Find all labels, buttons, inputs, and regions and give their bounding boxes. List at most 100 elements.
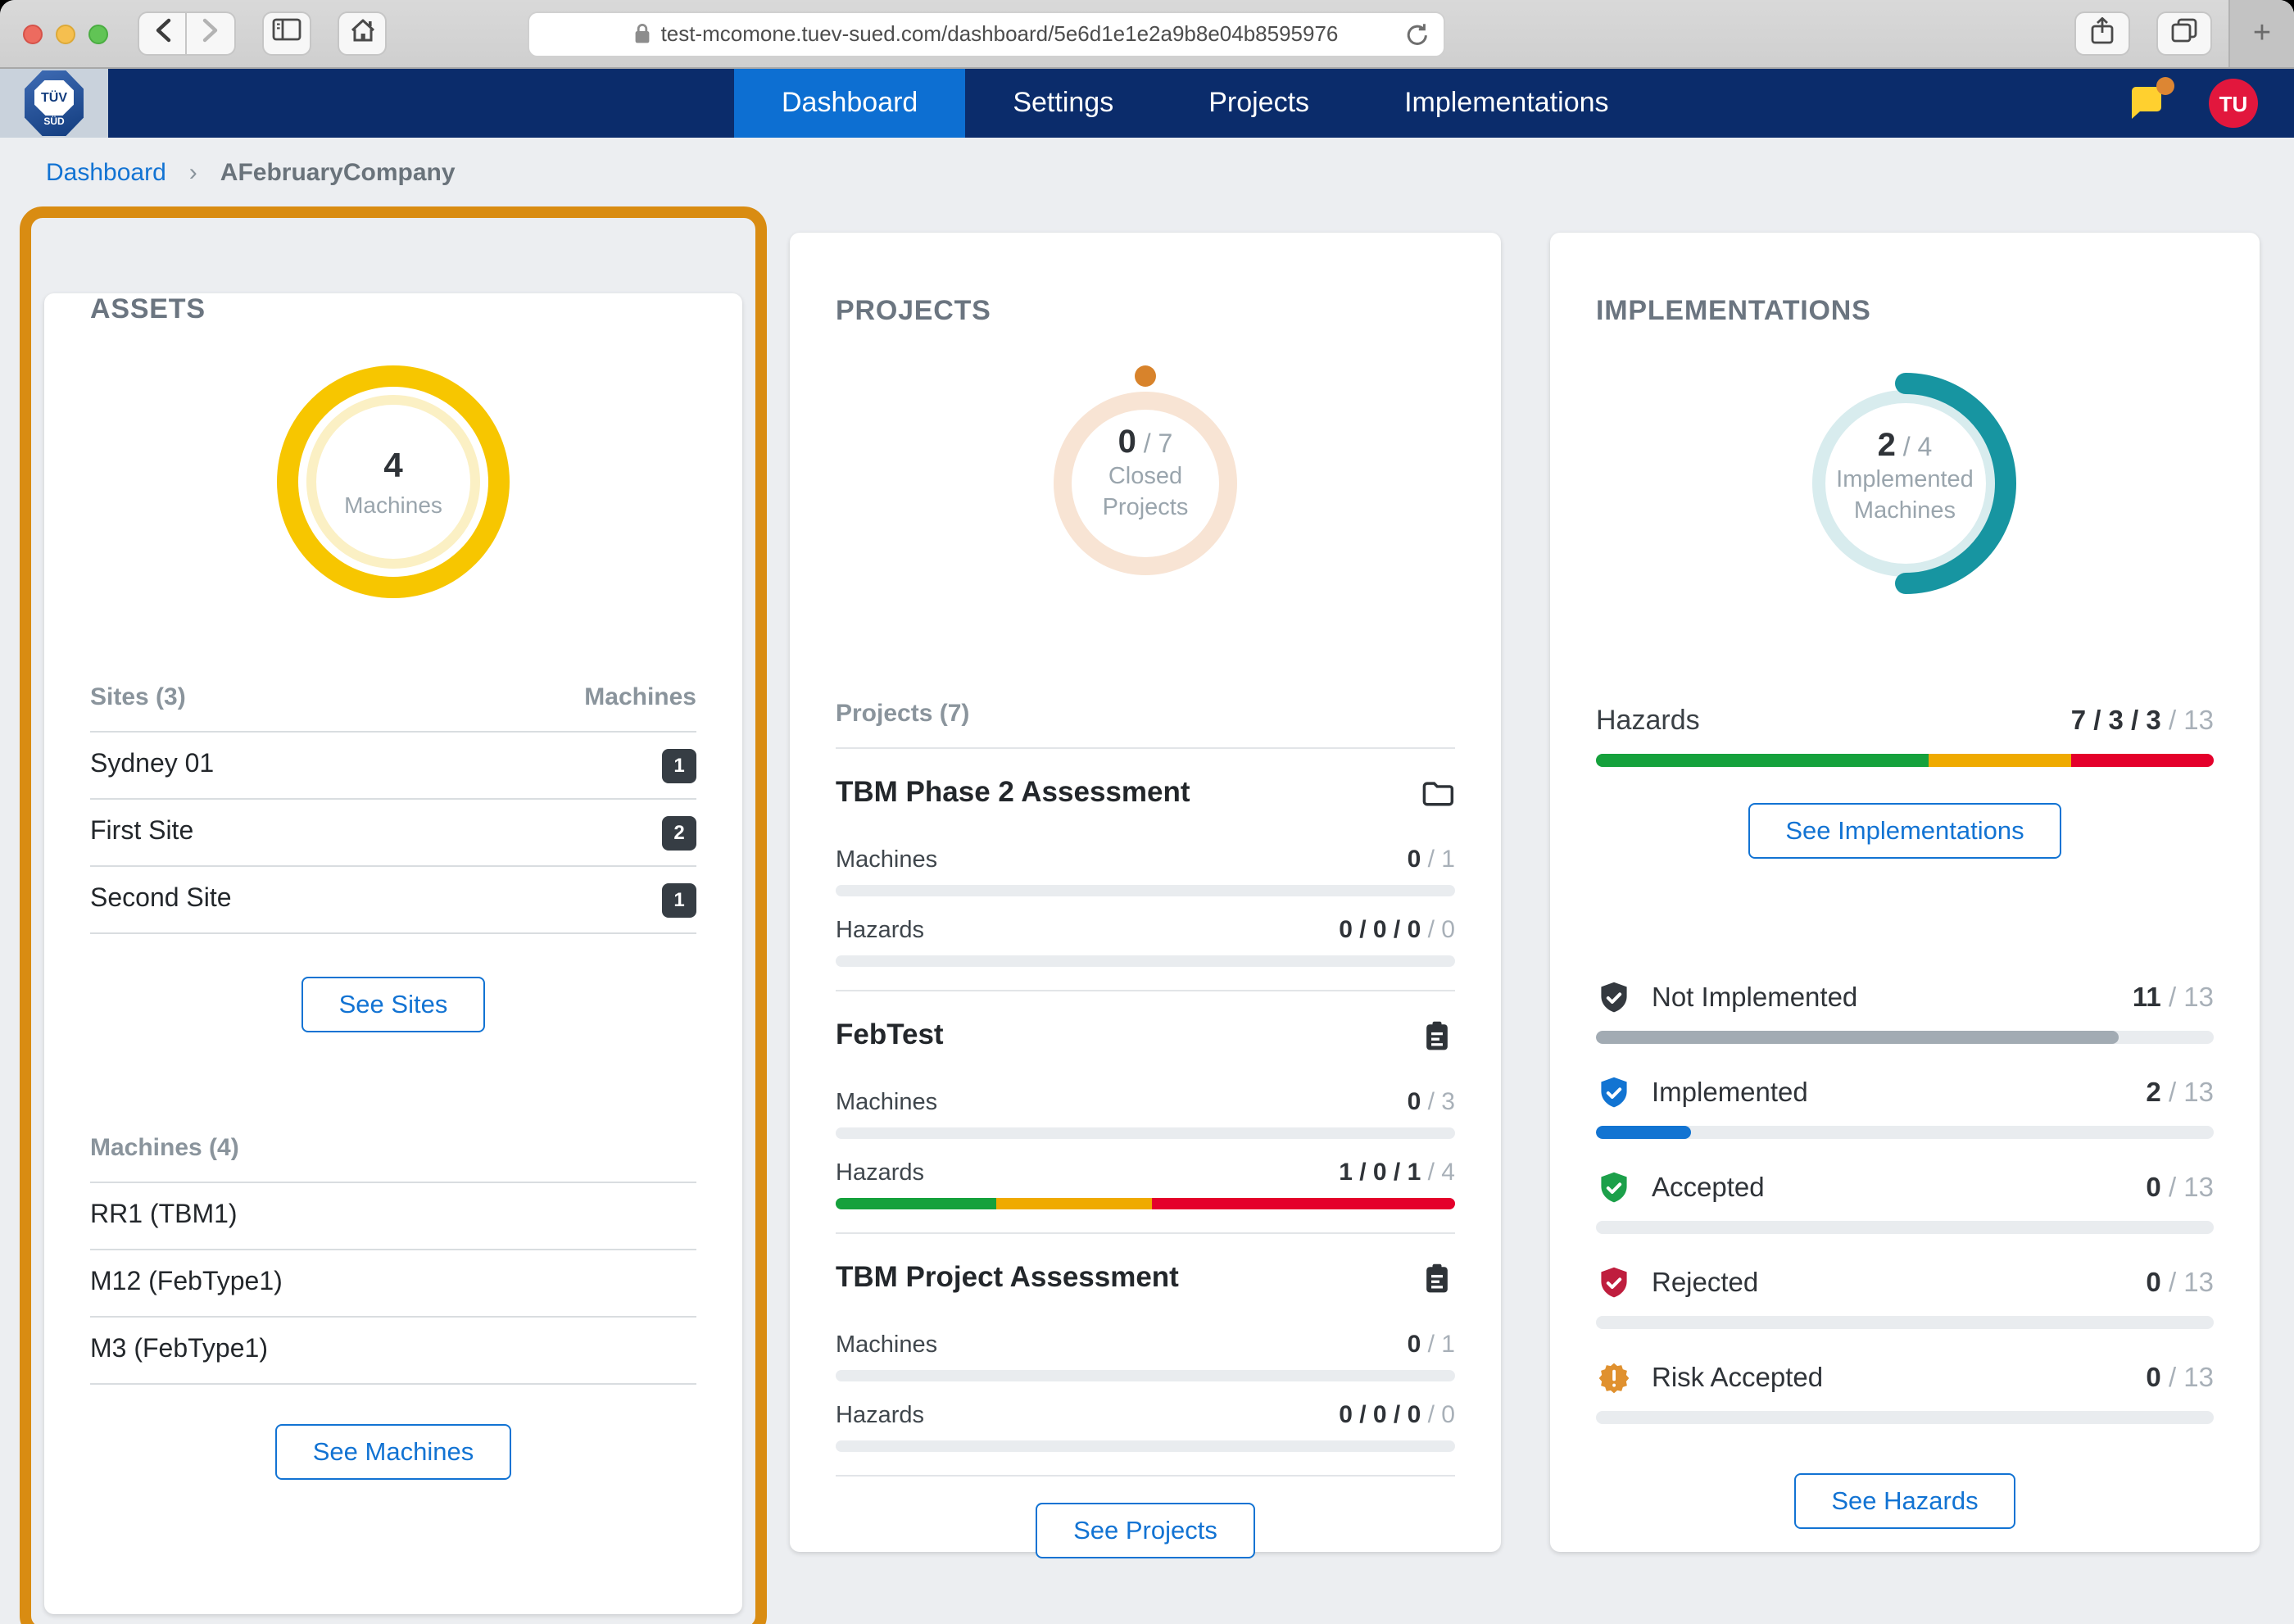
machines-metric-label: Machines [836, 1090, 938, 1116]
notifications-button[interactable] [2127, 77, 2174, 123]
see-projects-button[interactable]: See Projects [1036, 1503, 1255, 1558]
project-item[interactable]: TBM Project Assessment Machines 0 / 1 Ha… [836, 1234, 1455, 1477]
status-progress-bar [1596, 1031, 2214, 1044]
progress-dot-icon [1135, 365, 1156, 387]
tab-overview-button[interactable] [2156, 11, 2212, 56]
site-row[interactable]: Sydney 01 1 [90, 733, 696, 800]
hazards-metric-label: Hazards [836, 1160, 924, 1186]
nav-item-implementations[interactable]: Implementations [1404, 87, 1609, 118]
implementations-title: IMPLEMENTATIONS [1596, 295, 1871, 326]
forward-button[interactable] [187, 11, 236, 56]
machines-metric-label: Machines [836, 847, 938, 873]
hazards-metric-label: Hazards [836, 918, 924, 944]
share-button[interactable] [2074, 11, 2130, 56]
nav-menu: Dashboard Settings Projects Implementati… [734, 69, 1657, 138]
machine-row[interactable]: M12 (FebType1) [90, 1250, 696, 1318]
app-navbar: TÜV SÜD Dashboard Settings Projects Impl… [0, 69, 2294, 138]
status-row-risk-accepted[interactable]: Risk Accepted 0 / 13 [1596, 1360, 2214, 1424]
hazards-summary: Hazards 7 / 3 / 3 / 13 [1596, 705, 2214, 767]
shield-blue-icon [1596, 1075, 1632, 1111]
sidebar-toggle-button[interactable] [262, 11, 311, 56]
machine-row[interactable]: M3 (FebType1) [90, 1318, 696, 1385]
site-name: First Site [90, 818, 194, 846]
status-progress-bar [1596, 1126, 2214, 1139]
minimize-window-button[interactable] [56, 24, 75, 43]
risk-badge-icon [1596, 1360, 1632, 1396]
assets-highlight-outline: ASSETS 4 Machines Sites (3) Machines Syd… [20, 206, 767, 1624]
shield-dark-icon [1596, 980, 1632, 1016]
site-name: Second Site [90, 885, 232, 913]
home-button[interactable] [338, 11, 387, 56]
tuv-sued-logo[interactable]: TÜV SÜD [0, 69, 108, 138]
tuv-logo-octagon: TÜV SÜD [25, 70, 84, 136]
hazards-severity-bar [836, 1440, 1455, 1452]
close-window-button[interactable] [23, 24, 43, 43]
tabs-icon [2171, 17, 2197, 50]
sites-machines-column-header: Machines [584, 683, 696, 711]
status-row-implemented[interactable]: Implemented 2 / 13 [1596, 1075, 2214, 1139]
nav-item-dashboard[interactable]: Dashboard [734, 69, 966, 138]
assets-title: ASSETS [90, 293, 206, 324]
machines-metric-label: Machines [836, 1332, 938, 1359]
site-row[interactable]: First Site 2 [90, 800, 696, 867]
machine-name: RR1 (TBM1) [90, 1201, 238, 1229]
machines-section: Machines (4) RR1 (TBM1) M12 (FebType1) M… [90, 1134, 696, 1385]
breadcrumb-dashboard-link[interactable]: Dashboard [46, 158, 166, 186]
project-item[interactable]: FebTest Machines 0 / 3 Hazards 1 / 0 / 1… [836, 991, 1455, 1234]
implemented-machines-total: / 4 [1895, 433, 1933, 462]
site-row[interactable]: Second Site 1 [90, 867, 696, 934]
site-machine-count-badge: 2 [662, 815, 696, 850]
see-sites-button[interactable]: See Sites [301, 977, 486, 1032]
window-controls [23, 24, 108, 43]
see-implementations-button[interactable]: See Implementations [1748, 803, 2062, 859]
status-row-rejected[interactable]: Rejected 0 / 13 [1596, 1265, 2214, 1329]
user-avatar[interactable]: TU [2209, 79, 2258, 128]
zoom-window-button[interactable] [88, 24, 108, 43]
projects-card: PROJECTS 0 / 7 Closed Projects Projects (… [790, 233, 1501, 1558]
share-icon [2091, 16, 2114, 52]
breadcrumb-current-company: AFebruaryCompany [220, 158, 456, 186]
status-row-accepted[interactable]: Accepted 0 / 13 [1596, 1170, 2214, 1234]
folder-icon [1419, 775, 1455, 819]
tuv-logo-subtext: SÜD [43, 117, 65, 127]
nav-item-projects[interactable]: Projects [1208, 87, 1310, 118]
closed-projects-count: 0 [1118, 424, 1136, 460]
machines-progress-bar [836, 1127, 1455, 1139]
notification-badge [2156, 77, 2174, 95]
shield-red-icon [1596, 1265, 1632, 1301]
clipboard-icon [1419, 1260, 1455, 1304]
project-item[interactable]: TBM Phase 2 Assessment Machines 0 / 1 Ha… [836, 749, 1455, 991]
forward-icon [202, 17, 220, 50]
lock-icon [635, 23, 651, 44]
assets-card: ASSETS 4 Machines Sites (3) Machines Syd… [44, 293, 742, 1614]
machine-row[interactable]: RR1 (TBM1) [90, 1183, 696, 1250]
nav-item-settings[interactable]: Settings [1013, 87, 1114, 118]
see-machines-button[interactable]: See Machines [274, 1424, 512, 1480]
status-progress-bar [1596, 1316, 2214, 1329]
closed-projects-ring-chart: 0 / 7 Closed Projects [1054, 365, 1237, 575]
address-bar[interactable]: test-mcomone.tuev-sued.com/dashboard/5e6… [528, 11, 1445, 57]
chevron-right-icon: › [188, 158, 197, 186]
implemented-machines-count: 2 [1877, 427, 1896, 464]
machines-count: 4 [383, 447, 403, 484]
machines-donut-chart: 4 Machines [277, 365, 510, 598]
browser-chrome: test-mcomone.tuev-sued.com/dashboard/5e6… [0, 0, 2294, 69]
site-machine-count-badge: 1 [662, 748, 696, 783]
hazards-label: Hazards [1596, 705, 1700, 736]
plus-icon: + [2252, 16, 2272, 50]
implementations-card: IMPLEMENTATIONS 2 / 4 Implemented Machine… [1550, 233, 2260, 1552]
machines-progress-bar [836, 885, 1455, 896]
new-tab-button[interactable]: + [2228, 0, 2294, 67]
status-row-not-implemented[interactable]: Not Implemented 11 / 13 [1596, 980, 2214, 1044]
sites-section: Sites (3) Machines Sydney 01 1 First Sit… [90, 683, 696, 934]
back-icon [153, 17, 171, 50]
hazards-severity-bar [836, 1198, 1455, 1209]
home-icon [348, 17, 376, 50]
back-button[interactable] [138, 11, 187, 56]
projects-list: Projects (7) TBM Phase 2 Assessment Mach… [836, 700, 1455, 1477]
see-hazards-button[interactable]: See Hazards [1793, 1473, 2016, 1529]
project-name: TBM Project Assessment [836, 1260, 1179, 1293]
implemented-machines-donut-chart: 2 / 4 Implemented Machines [1782, 361, 2028, 606]
reload-icon[interactable] [1404, 20, 1430, 53]
